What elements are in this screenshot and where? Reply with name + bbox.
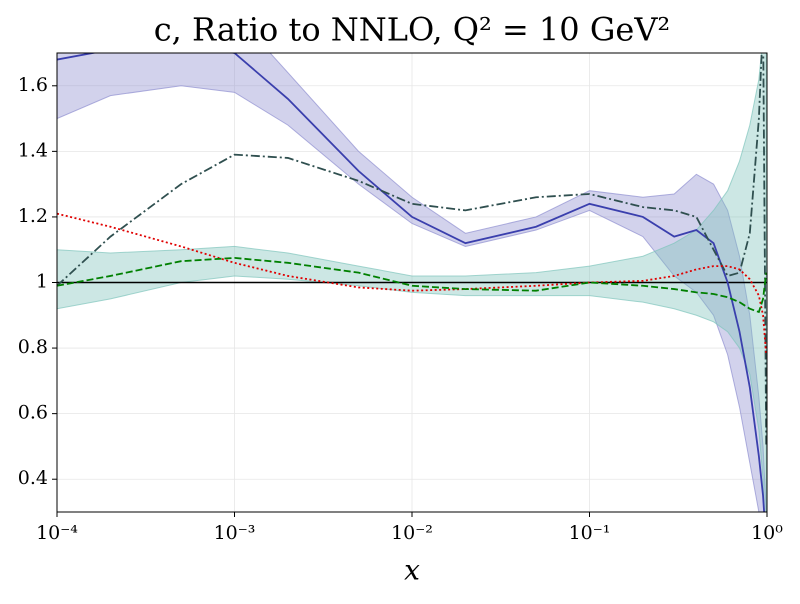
series-line: [57, 53, 766, 512]
uncertainty-band: [57, 53, 767, 512]
y-tick-label: 0.6: [18, 402, 48, 424]
y-tick-label: 0.4: [18, 467, 48, 489]
y-tick-label: 0.8: [18, 336, 48, 358]
x-tick-label: 10⁻³: [214, 522, 256, 544]
x-tick-label: 10⁰: [751, 522, 783, 544]
chart-title: c, Ratio to NNLO, Q² = 10 GeV²: [154, 11, 671, 49]
y-tick-label: 1.2: [18, 205, 48, 227]
y-tick-label: 1.6: [18, 74, 48, 96]
series-line: [57, 212, 767, 355]
plot-area: [57, 53, 767, 512]
x-tick-label: 10⁻¹: [569, 522, 611, 544]
y-tick-label: 1: [36, 271, 48, 293]
y-tick-label: 1.4: [18, 139, 48, 161]
x-axis-label: x: [404, 554, 420, 587]
x-tick-label: 10⁻⁴: [36, 522, 78, 544]
series-line: [57, 257, 767, 314]
series-line: [57, 53, 767, 447]
x-tick-label: 10⁻²: [391, 522, 433, 544]
